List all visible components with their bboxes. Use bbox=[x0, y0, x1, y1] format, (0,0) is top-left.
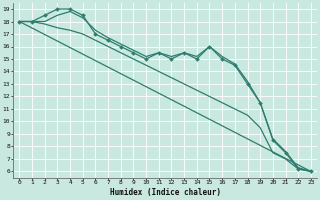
X-axis label: Humidex (Indice chaleur): Humidex (Indice chaleur) bbox=[110, 188, 220, 197]
